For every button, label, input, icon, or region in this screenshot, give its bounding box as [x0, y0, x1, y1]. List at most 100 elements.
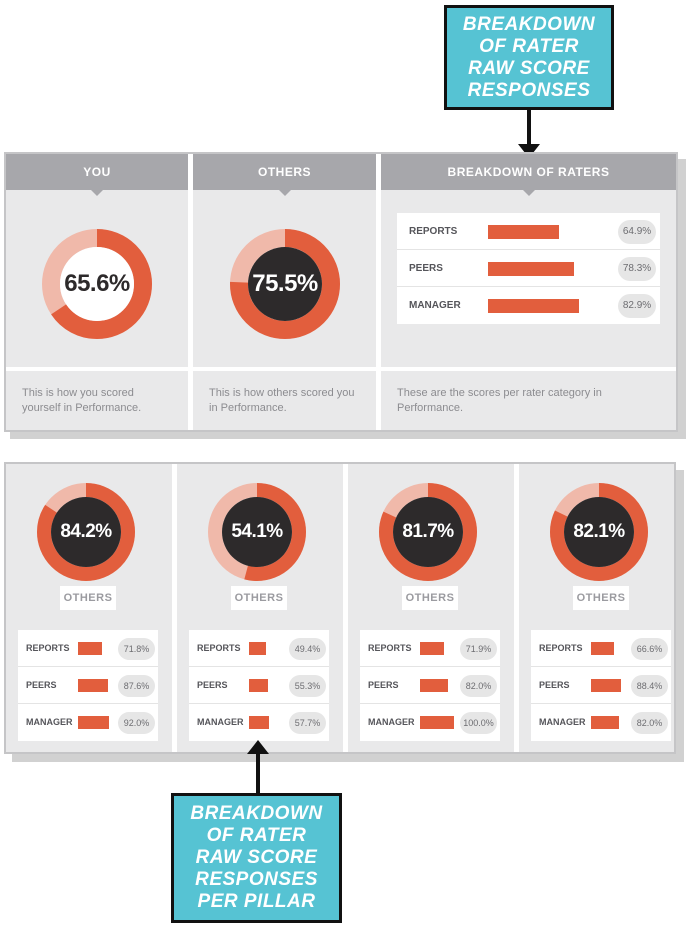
rater-bar — [420, 642, 445, 655]
callout-rater-breakdown: BREAKDOWN OF RATER RAW SCORE RESPONSES — [444, 5, 614, 110]
you-header: YOU — [6, 154, 188, 196]
rater-row-manager: MANAGER 82.9% — [397, 287, 660, 324]
rater-label: PEERS — [368, 680, 399, 690]
rater-bar — [488, 261, 575, 276]
you-score-value: 65.6% — [64, 270, 130, 297]
rater-row-manager: MANAGER 92.0% — [18, 704, 158, 741]
rater-row-peers: PEERS 78.3% — [397, 250, 660, 287]
rater-label: REPORTS — [539, 643, 583, 653]
pillar-rater-list: REPORTS 66.6% PEERS 88.4% MANAGER 82.0% — [531, 630, 671, 741]
breakdown-header: BREAKDOWN OF RATERS — [381, 154, 676, 196]
rater-label: PEERS — [26, 680, 57, 690]
rater-row-reports: REPORTS 71.8% — [18, 630, 158, 667]
arrow-up-icon — [247, 740, 269, 754]
callout-arrow-stem — [527, 110, 531, 146]
pillar-score-value: 81.7% — [402, 521, 454, 542]
pillar-score-value: 82.1% — [573, 521, 625, 542]
donut-arc — [208, 483, 306, 581]
rater-bar — [249, 642, 266, 655]
rater-bar — [249, 716, 269, 729]
donut-center — [51, 497, 121, 567]
rater-label: REPORTS — [197, 643, 241, 653]
donut-arc — [550, 483, 648, 581]
rater-label: MANAGER — [409, 299, 461, 311]
others-donut-chart — [230, 229, 340, 339]
callout-line: RESPONSES — [467, 79, 591, 101]
rater-value-badge: 82.0% — [631, 711, 668, 734]
callout-pillar-breakdown: BREAKDOWN OF RATER RAW SCORE RESPONSES P… — [171, 793, 342, 923]
others-score-value: 75.5% — [252, 270, 318, 297]
rater-row-manager: MANAGER 100.0% — [360, 704, 500, 741]
pillar-rater-list: REPORTS 71.9% PEERS 82.0% MANAGER 100.0% — [360, 630, 500, 741]
pillars-panel: 84.2% OTHERS REPORTS 71.8% PEERS 87.6% MANAGER… — [4, 462, 676, 754]
callout-line: BREAKDOWN — [462, 13, 596, 35]
pillar-divider — [172, 464, 177, 752]
rater-bar — [488, 298, 580, 313]
rater-label: MANAGER — [197, 717, 244, 727]
rater-row-peers: PEERS 55.3% — [189, 667, 329, 704]
you-donut-chart — [42, 229, 152, 339]
others-badge: OTHERS — [60, 586, 116, 610]
callout-line: RAW SCORE — [468, 57, 590, 79]
pillar-card-2: 54.1% OTHERS REPORTS 49.4% PEERS 55.3% MANAGER… — [177, 464, 343, 752]
rater-value-badge: 88.4% — [631, 674, 668, 697]
pillar-divider — [343, 464, 348, 752]
donut-arc — [42, 229, 152, 339]
summary-panel: YOU 65.6% This is how you scored yoursel… — [4, 152, 678, 432]
pillar-card-1: 84.2% OTHERS REPORTS 71.8% PEERS 87.6% MANAGER… — [6, 464, 172, 752]
rater-bar — [591, 716, 619, 729]
others-header: OTHERS — [193, 154, 376, 196]
rater-bar — [488, 224, 560, 239]
pillar-rater-list: REPORTS 71.8% PEERS 87.6% MANAGER 92.0% — [18, 630, 158, 741]
rater-label: PEERS — [539, 680, 570, 690]
rater-value-badge: 82.9% — [618, 293, 656, 318]
rater-value-badge: 87.6% — [118, 674, 155, 697]
rater-bar — [591, 642, 614, 655]
you-description: This is how you scored yourself in Perfo… — [22, 387, 142, 414]
pillar-card-4: 82.1% OTHERS REPORTS 66.6% PEERS 88.4% MANAGER… — [519, 464, 685, 752]
rater-row-manager: MANAGER 57.7% — [189, 704, 329, 741]
donut-center — [222, 497, 292, 567]
rater-label: REPORTS — [368, 643, 412, 653]
pillar-donut-chart — [379, 483, 477, 581]
row-divider — [6, 367, 676, 371]
rater-row-peers: PEERS 87.6% — [18, 667, 158, 704]
rater-value-badge: 100.0% — [460, 711, 497, 734]
rater-label: MANAGER — [368, 717, 415, 727]
column-divider — [188, 154, 193, 430]
callout-line: PER PILLAR — [197, 891, 316, 912]
rater-value-badge: 71.9% — [460, 637, 497, 660]
rater-row-reports: REPORTS 71.9% — [360, 630, 500, 667]
pillar-score-value: 54.1% — [231, 521, 283, 542]
rater-label: PEERS — [197, 680, 228, 690]
rater-label: REPORTS — [409, 225, 458, 237]
donut-arc — [37, 483, 135, 581]
breakdown-description: These are the scores per rater category … — [397, 387, 602, 414]
others-column: OTHERS 75.5% This is how others scored y… — [193, 154, 376, 430]
rater-label: REPORTS — [26, 643, 70, 653]
pillar-score-donut: 54.1% — [208, 483, 306, 581]
you-column: YOU 65.6% This is how you scored yoursel… — [6, 154, 188, 430]
pillar-card-3: 81.7% OTHERS REPORTS 71.9% PEERS 82.0% MANAGER… — [348, 464, 514, 752]
rater-row-reports: REPORTS 49.4% — [189, 630, 329, 667]
rater-bar — [78, 679, 108, 692]
rater-value-badge: 57.7% — [289, 711, 326, 734]
rater-bar — [420, 716, 454, 729]
pillar-divider — [514, 464, 519, 752]
callout-line: BREAKDOWN — [190, 803, 323, 824]
others-badge: OTHERS — [573, 586, 629, 610]
rater-value-badge: 55.3% — [289, 674, 326, 697]
rater-bar — [249, 679, 268, 692]
rater-row-peers: PEERS 88.4% — [531, 667, 671, 704]
rater-value-badge: 66.6% — [631, 637, 668, 660]
rater-bar — [78, 716, 110, 729]
others-badge: OTHERS — [402, 586, 458, 610]
pillar-score-donut: 82.1% — [550, 483, 648, 581]
rater-value-badge: 78.3% — [618, 256, 656, 281]
rater-value-badge: 82.0% — [460, 674, 497, 697]
rater-label: PEERS — [409, 262, 443, 274]
pillar-donut-chart — [550, 483, 648, 581]
pillar-donut-chart — [208, 483, 306, 581]
rater-value-badge: 92.0% — [118, 711, 155, 734]
donut-arc — [230, 229, 340, 339]
